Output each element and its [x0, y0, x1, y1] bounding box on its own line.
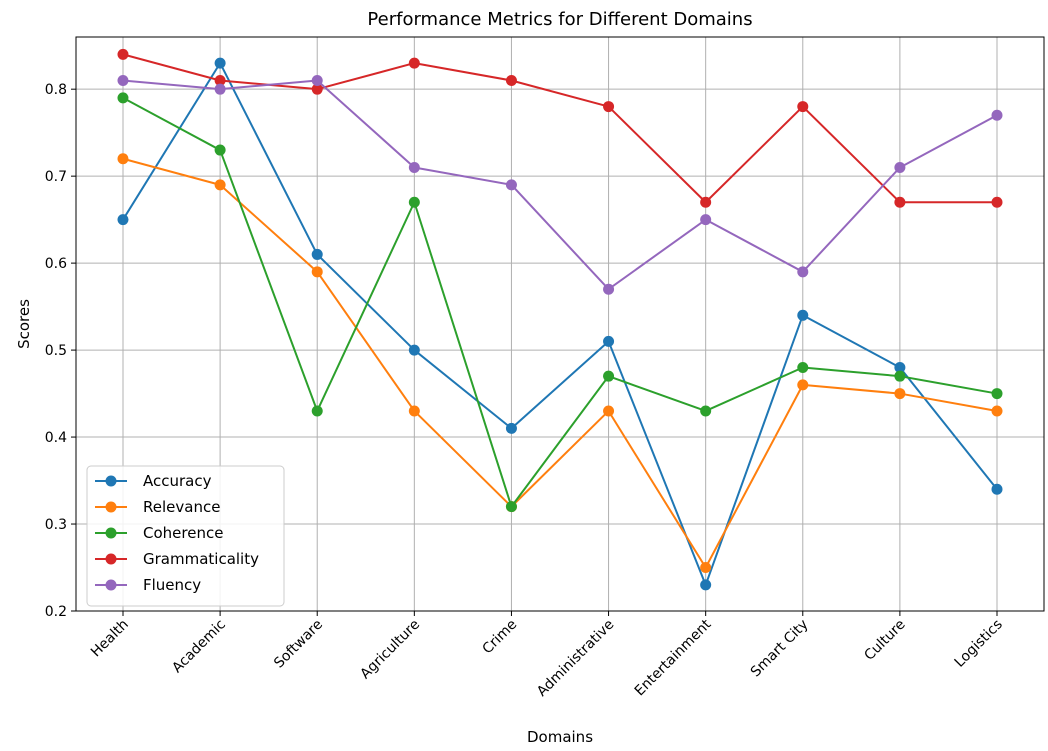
legend-label: Relevance: [143, 498, 220, 516]
data-point: [700, 196, 712, 208]
legend-item-relevance: Relevance: [95, 498, 220, 516]
data-point: [700, 405, 712, 417]
series-line: [122, 62, 998, 586]
data-point: [311, 248, 323, 260]
legend-label: Coherence: [143, 524, 223, 542]
data-point: [797, 379, 809, 391]
legend-label: Accuracy: [143, 472, 212, 490]
data-point: [311, 405, 323, 417]
legend-item-fluency: Fluency: [95, 576, 201, 594]
legend-swatch-marker: [105, 475, 117, 487]
data-point: [117, 92, 129, 104]
data-point: [797, 101, 809, 113]
legend: Accuracy Relevance Coherence Grammaticality…: [86, 465, 285, 607]
data-point: [603, 405, 615, 417]
data-point: [991, 405, 1003, 417]
legend-item-grammaticality: Grammaticality: [95, 550, 259, 568]
data-point: [214, 83, 226, 95]
data-point: [408, 344, 420, 356]
data-point: [894, 388, 906, 400]
data-point: [991, 196, 1003, 208]
data-point: [894, 161, 906, 173]
y-tick-label: 0.6: [45, 256, 67, 272]
legend-label: Fluency: [143, 576, 201, 594]
data-point: [797, 361, 809, 373]
series-line: [122, 96, 998, 508]
data-point: [408, 57, 420, 69]
y-tick-label: 0.5: [45, 343, 67, 359]
data-point: [991, 109, 1003, 121]
legend-swatch-marker: [105, 579, 117, 591]
data-point: [214, 74, 226, 86]
data-point: [700, 562, 712, 574]
data-point: [894, 196, 906, 208]
chart-title: Performance Metrics for Different Domain…: [367, 9, 752, 30]
series-accuracy: [117, 57, 1003, 591]
data-point: [894, 361, 906, 373]
legend-label: Grammaticality: [143, 550, 259, 568]
legend-item-coherence: Coherence: [95, 524, 223, 542]
data-point: [408, 405, 420, 417]
legend-swatch-marker: [105, 553, 117, 565]
data-point: [117, 74, 129, 86]
series-line: [122, 157, 998, 569]
data-point: [991, 388, 1003, 400]
data-point: [700, 214, 712, 226]
x-axis-label: Domains: [527, 728, 593, 746]
legend-swatch-marker: [105, 527, 117, 539]
data-point: [311, 83, 323, 95]
data-point: [505, 179, 517, 191]
data-point: [797, 266, 809, 278]
data-point: [505, 74, 517, 86]
y-axis-label: Scores: [15, 299, 33, 349]
y-tick-label: 0.7: [45, 169, 67, 185]
data-point: [117, 153, 129, 165]
data-point: [311, 266, 323, 278]
y-tick-label: 0.4: [45, 430, 67, 446]
legend-swatch-marker: [105, 501, 117, 513]
data-point: [894, 370, 906, 382]
data-point: [797, 309, 809, 321]
series-fluency: [117, 74, 1003, 295]
series-coherence: [117, 92, 1003, 513]
data-point: [214, 57, 226, 69]
data-point: [603, 283, 615, 295]
series-group: [117, 48, 1003, 591]
data-point: [700, 579, 712, 591]
legend-box: [86, 465, 285, 607]
data-point: [117, 48, 129, 60]
data-point: [505, 422, 517, 434]
data-point: [603, 370, 615, 382]
data-point: [117, 214, 129, 226]
data-point: [991, 483, 1003, 495]
data-point: [214, 179, 226, 191]
series-line: [122, 79, 998, 291]
y-tick-label: 0.8: [45, 82, 67, 98]
grid-lines: [76, 37, 1044, 612]
plot-frame: [75, 36, 1045, 612]
data-point: [505, 501, 517, 513]
legend-item-accuracy: Accuracy: [95, 472, 212, 490]
y-tick-label: 0.3: [45, 517, 67, 533]
data-point: [408, 161, 420, 173]
data-point: [603, 101, 615, 113]
data-point: [603, 335, 615, 347]
y-tick-label: 0.2: [45, 604, 67, 620]
data-point: [214, 144, 226, 156]
data-point: [311, 74, 323, 86]
data-point: [408, 196, 420, 208]
